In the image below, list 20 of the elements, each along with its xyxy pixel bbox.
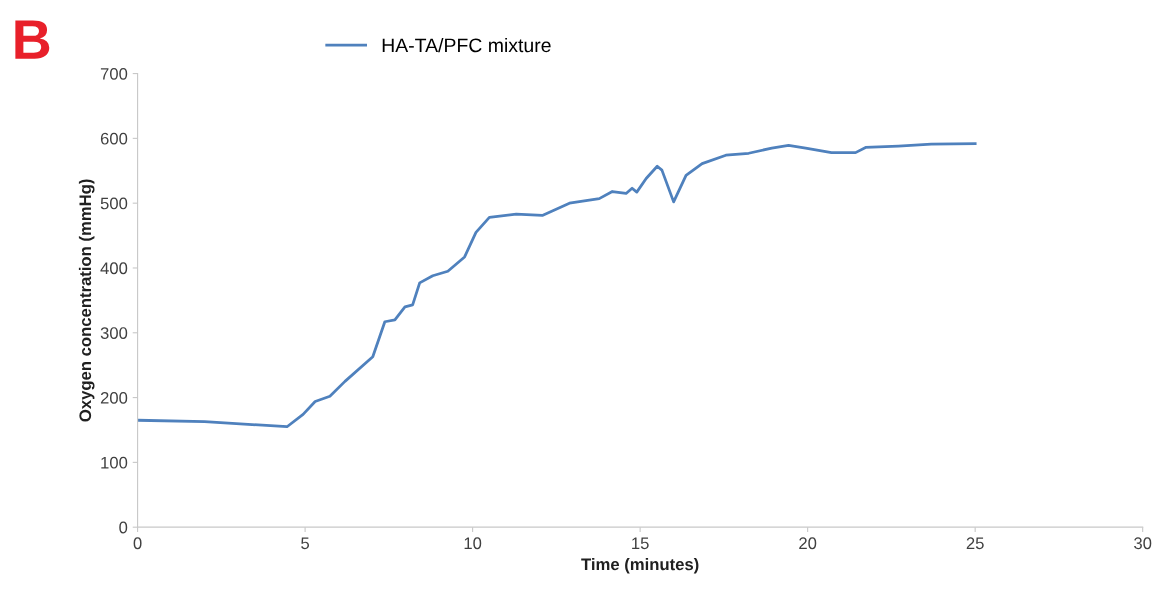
- text: B: [15, 20, 50, 59]
- x-tick-label: 0: [133, 537, 142, 550]
- x-tick-label: 15: [632, 537, 649, 550]
- x-tick-label: 30: [1134, 537, 1152, 550]
- legend-label: HA-TA/PFC mixture: [382, 37, 551, 53]
- y-tick-label: 100: [101, 456, 128, 469]
- y-tick-label: 700: [100, 67, 128, 80]
- line-series: [137, 142, 977, 429]
- x-tick-label: 20: [799, 537, 817, 550]
- x-axis-title: Time (minutes): [581, 557, 699, 574]
- y-tick-label: 500: [100, 197, 128, 210]
- y-tick-label: 600: [100, 132, 128, 145]
- x-tick-label: 5: [301, 537, 310, 550]
- x-tick-label: 25: [966, 537, 984, 550]
- x-tick-label: 10: [464, 537, 482, 550]
- y-axis-title: Oxygen concentration (mmHg): [78, 179, 95, 422]
- y-tick-label: 0: [119, 521, 128, 534]
- y-tick-label: 400: [100, 262, 128, 275]
- y-tick-label: 200: [100, 391, 128, 404]
- y-tick-label: 300: [100, 327, 128, 339]
